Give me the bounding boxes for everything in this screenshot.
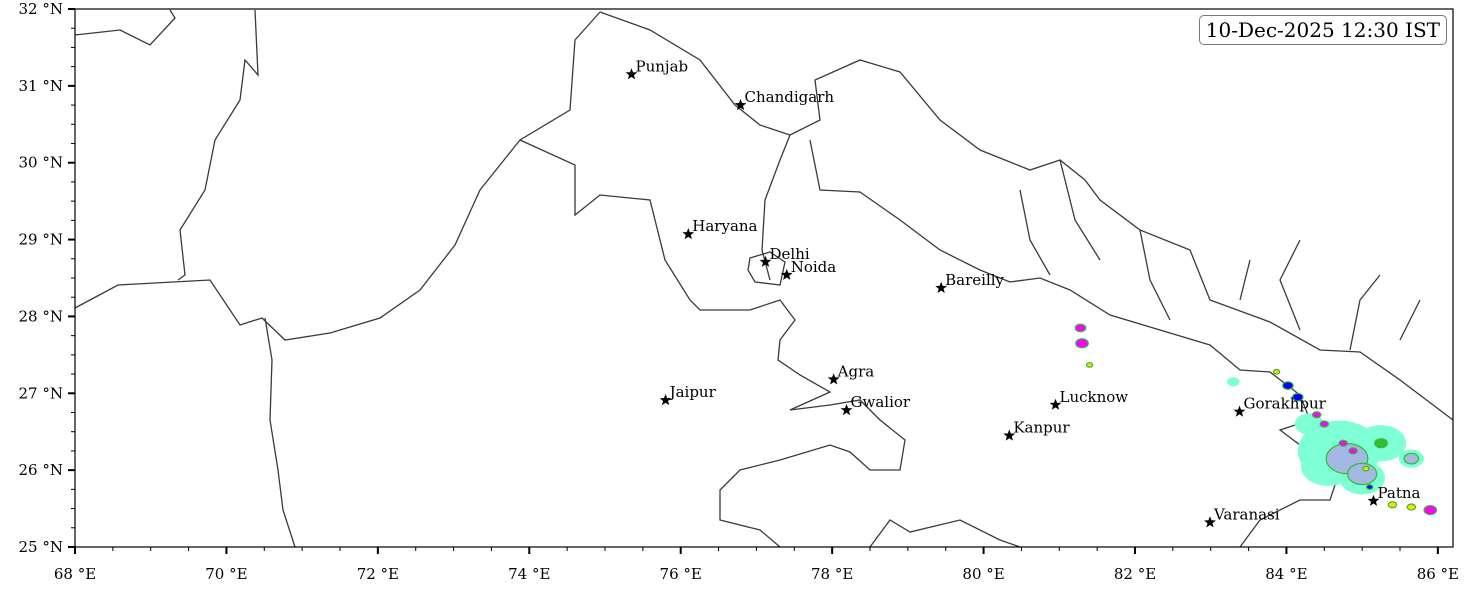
city-label-agra: Agra (837, 362, 875, 380)
precip-cell-extreme (1423, 504, 1438, 516)
city-label-noida: Noida (791, 258, 837, 276)
star-icon (1003, 429, 1016, 441)
star-icon (1049, 398, 1062, 410)
x-tick-label: 82 °E (1114, 565, 1156, 583)
star-icon (625, 68, 638, 80)
city-label-haryana: Haryana (692, 217, 757, 235)
y-tick-label: 25 °N (19, 538, 63, 556)
y-tick-label: 27 °N (19, 384, 63, 402)
x-tick-label: 78 °E (811, 565, 853, 583)
precip-cell-extreme (1074, 323, 1087, 333)
x-tick-label: 80 °E (962, 565, 1004, 583)
star-icon (1204, 516, 1216, 528)
star-icon (759, 255, 772, 267)
precip-cell-light_moderate (1346, 462, 1378, 486)
precip-cell-light_moderate (1403, 452, 1420, 465)
x-tick-label: 76 °E (660, 565, 702, 583)
axes: 68 °E 70 °E 72 °E 74 °E 76 °E 78 °E 80 °E 82 °E… (19, 0, 1459, 583)
precip-cell-very_heavy (1365, 484, 1374, 490)
star-icon (1233, 405, 1246, 417)
border-south (869, 519, 1021, 548)
precip-cell-heavy (1362, 465, 1370, 472)
border-nepal-north (789, 59, 1454, 421)
x-tick-label: 72 °E (357, 565, 399, 583)
border-pakistan-india (74, 11, 601, 341)
city-label-delhi: Delhi (770, 245, 810, 263)
y-tick-label: 30 °N (19, 154, 63, 172)
city-label-patna: Patna (1378, 484, 1421, 502)
border-up-mp (719, 399, 906, 548)
precipitation-layer (1074, 323, 1438, 516)
city-label-bareilly: Bareilly (945, 271, 1004, 289)
precip-cell-light (1227, 377, 1240, 387)
star-icon (827, 373, 840, 385)
border-punjab-haryana (519, 139, 832, 411)
city-label-lucknow: Lucknow (1060, 388, 1129, 406)
y-tick-label: 31 °N (19, 77, 63, 95)
x-tick-label: 74 °E (508, 565, 550, 583)
city-label-gorakhpur: Gorakhpur (1243, 395, 1326, 413)
city-label-kanpur: Kanpur (1013, 419, 1070, 437)
precip-cell-extreme (1319, 420, 1330, 428)
timestamp-label: 10-Dec-2025 12:30 IST (1198, 15, 1447, 45)
x-tick-label: 68 °E (54, 565, 96, 583)
border-pakistan-west (74, 9, 176, 46)
border-himachal (599, 11, 791, 281)
precip-cell-heavy (1387, 501, 1398, 509)
border-up-uttarakhand-nepal (809, 139, 1311, 421)
y-tick-label: 29 °N (19, 231, 63, 249)
city-label-varanasi: Varanasi (1213, 505, 1280, 523)
precip-cell-very_heavy (1282, 381, 1294, 390)
star-icon (734, 98, 747, 111)
border-delhi (747, 251, 786, 286)
star-icon (935, 281, 948, 293)
y-tick-label: 28 °N (19, 307, 63, 325)
x-tick-label: 86 °E (1417, 565, 1459, 583)
star-icon (1367, 494, 1380, 506)
y-tick-label: 26 °N (19, 461, 63, 479)
city-label-chandigarh: Chandigarh (745, 88, 835, 106)
city-label-punjab: Punjab (636, 57, 689, 75)
precip-cell-heavy (1272, 368, 1281, 375)
border-pakistan-internal (177, 9, 259, 281)
city-label-gwalior: Gwalior (851, 393, 911, 411)
precip-cell-extreme (1311, 411, 1322, 419)
x-tick-label: 84 °E (1265, 565, 1307, 583)
city-label-jaipur: Jaipur (668, 383, 717, 401)
x-tick-label: 70 °E (205, 565, 247, 583)
y-tick-label: 32 °N (19, 0, 63, 18)
precip-cell-light (1294, 413, 1324, 435)
star-icon (780, 268, 793, 280)
precip-cell-moderate (1374, 438, 1388, 449)
precip-cell-extreme (1348, 447, 1358, 455)
border-rajasthan-gujarat (264, 317, 296, 548)
precip-cell-heavy (1406, 503, 1417, 511)
star-icon (840, 404, 853, 416)
precip-cell-heavy (1085, 361, 1094, 368)
precip-cell-very_heavy (1291, 392, 1304, 402)
star-icon (682, 228, 695, 240)
star-icon (659, 394, 672, 406)
precip-cell-extreme (1075, 338, 1089, 349)
border-nepal-internal (1019, 159, 1421, 351)
precip-cell-extreme (1338, 439, 1348, 447)
